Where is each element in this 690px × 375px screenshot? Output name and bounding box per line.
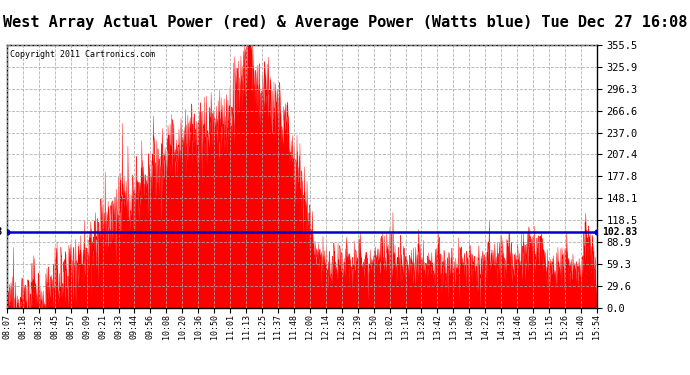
Text: West Array Actual Power (red) & Average Power (Watts blue) Tue Dec 27 16:08: West Array Actual Power (red) & Average … [3, 15, 687, 30]
Text: 102.83: 102.83 [602, 226, 637, 237]
Text: Copyright 2011 Cartronics.com: Copyright 2011 Cartronics.com [10, 50, 155, 59]
Text: 102.83: 102.83 [0, 226, 2, 237]
